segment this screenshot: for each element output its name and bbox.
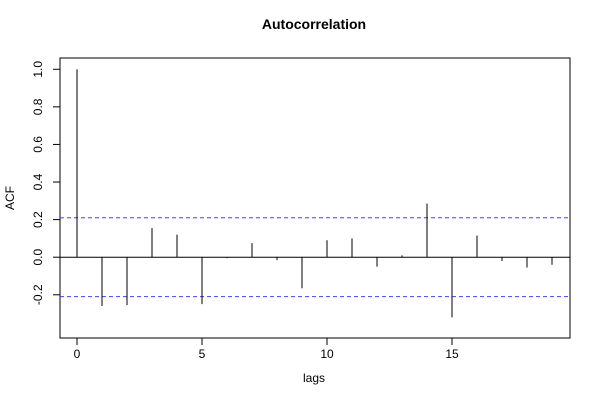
chart-title: Autocorrelation bbox=[262, 16, 366, 32]
y-tick-label: 0.6 bbox=[31, 136, 45, 153]
x-tick-label: 10 bbox=[320, 347, 334, 361]
y-tick-label: 0.0 bbox=[31, 249, 45, 266]
y-tick-label: -0.2 bbox=[31, 284, 45, 305]
x-tick-label: 5 bbox=[199, 347, 206, 361]
x-tick-label: 0 bbox=[74, 347, 81, 361]
y-tick-label: 0.8 bbox=[31, 98, 45, 115]
y-axis-label: ACF bbox=[3, 186, 17, 210]
y-tick-label: 0.2 bbox=[31, 211, 45, 228]
y-tick-label: 1.0 bbox=[31, 61, 45, 78]
x-tick-label: 15 bbox=[445, 347, 459, 361]
plot-frame bbox=[59, 57, 571, 339]
x-axis-label: lags bbox=[303, 371, 325, 385]
y-tick-label: 0.4 bbox=[31, 173, 45, 190]
